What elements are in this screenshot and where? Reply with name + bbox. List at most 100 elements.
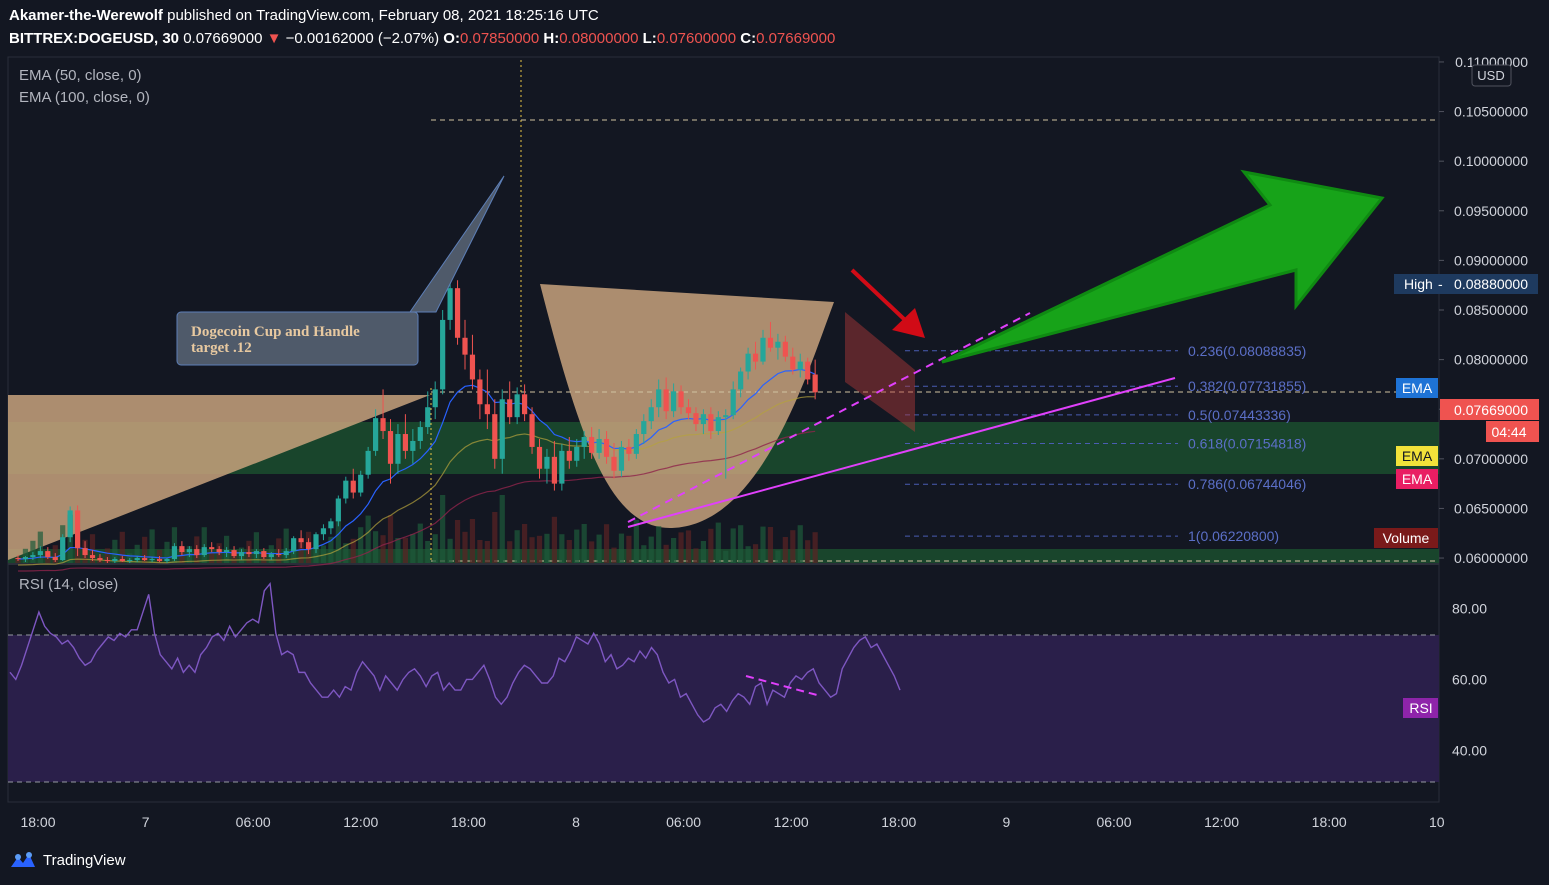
candle[interactable] bbox=[402, 414, 408, 459]
candle[interactable] bbox=[156, 556, 163, 563]
candlesticks[interactable] bbox=[15, 272, 818, 563]
candle[interactable] bbox=[112, 557, 118, 563]
candle[interactable] bbox=[730, 381, 736, 420]
candle[interactable] bbox=[179, 541, 185, 556]
candle[interactable] bbox=[373, 409, 379, 456]
candle[interactable] bbox=[171, 543, 178, 562]
candle[interactable] bbox=[291, 536, 297, 555]
candle[interactable] bbox=[589, 427, 595, 459]
price-axis[interactable]: 0.110000000.105000000.100000000.09500000… bbox=[1439, 54, 1528, 566]
candle[interactable] bbox=[492, 399, 498, 469]
candle[interactable] bbox=[298, 530, 304, 549]
candle[interactable] bbox=[462, 319, 468, 370]
cup-shape[interactable] bbox=[540, 284, 834, 529]
tradingview-logo[interactable]: TradingView bbox=[9, 851, 126, 869]
candle[interactable] bbox=[52, 553, 58, 563]
candle[interactable] bbox=[805, 357, 811, 385]
red-arrow-icon[interactable] bbox=[850, 268, 925, 338]
candle[interactable] bbox=[201, 544, 207, 558]
candle[interactable] bbox=[432, 381, 438, 420]
candle[interactable] bbox=[514, 387, 520, 425]
candle[interactable] bbox=[268, 552, 274, 561]
candle[interactable] bbox=[566, 436, 572, 469]
currency-button[interactable] bbox=[1471, 64, 1512, 87]
candle[interactable] bbox=[693, 407, 699, 432]
inner-trendline[interactable] bbox=[627, 312, 1031, 523]
candle[interactable] bbox=[15, 555, 21, 562]
candle[interactable] bbox=[663, 377, 669, 420]
candle[interactable] bbox=[224, 547, 230, 558]
candle[interactable] bbox=[656, 379, 662, 418]
candle[interactable] bbox=[305, 538, 312, 555]
green-arrow-icon[interactable] bbox=[941, 169, 1385, 364]
candle[interactable] bbox=[790, 347, 796, 375]
candle[interactable] bbox=[775, 333, 781, 360]
candle[interactable] bbox=[522, 384, 528, 422]
candle[interactable] bbox=[104, 557, 110, 563]
candle[interactable] bbox=[216, 546, 222, 556]
candle[interactable] bbox=[618, 440, 625, 477]
candle[interactable] bbox=[37, 546, 43, 559]
candle[interactable] bbox=[611, 442, 617, 479]
candle[interactable] bbox=[738, 367, 744, 398]
candle[interactable] bbox=[626, 438, 632, 461]
candle[interactable] bbox=[350, 468, 356, 499]
support-trendline[interactable] bbox=[627, 377, 1176, 528]
candle[interactable] bbox=[97, 554, 103, 563]
candle[interactable] bbox=[410, 429, 416, 464]
candle[interactable] bbox=[261, 548, 267, 560]
candle[interactable] bbox=[469, 334, 476, 390]
candle[interactable] bbox=[715, 411, 721, 436]
candle[interactable] bbox=[782, 335, 788, 362]
candle[interactable] bbox=[648, 399, 654, 430]
candle[interactable] bbox=[760, 329, 766, 365]
handle-channel[interactable] bbox=[845, 312, 915, 432]
candle[interactable] bbox=[678, 385, 684, 415]
candle[interactable] bbox=[343, 476, 349, 504]
candle[interactable] bbox=[328, 518, 334, 535]
candle[interactable] bbox=[335, 495, 341, 527]
candle[interactable] bbox=[134, 556, 140, 563]
candle[interactable] bbox=[633, 429, 639, 459]
candle[interactable] bbox=[82, 541, 88, 559]
candle[interactable] bbox=[529, 407, 535, 454]
candle[interactable] bbox=[75, 505, 81, 557]
candle[interactable] bbox=[89, 550, 96, 562]
candle[interactable] bbox=[358, 470, 364, 497]
candle[interactable] bbox=[752, 341, 759, 370]
candle[interactable] bbox=[45, 547, 51, 560]
candle[interactable] bbox=[149, 557, 155, 563]
candle[interactable] bbox=[700, 409, 706, 435]
candle[interactable] bbox=[320, 524, 327, 541]
candle[interactable] bbox=[708, 407, 714, 439]
candle[interactable] bbox=[745, 347, 751, 380]
candle[interactable] bbox=[641, 414, 647, 444]
candle[interactable] bbox=[313, 532, 319, 554]
candle[interactable] bbox=[194, 545, 200, 559]
candle[interactable] bbox=[723, 409, 729, 479]
candle[interactable] bbox=[559, 443, 565, 491]
candle[interactable] bbox=[30, 552, 36, 561]
candle[interactable] bbox=[671, 383, 677, 418]
candle[interactable] bbox=[574, 438, 580, 467]
symbol-name[interactable]: BITTREX:DOGEUSD, 30 bbox=[9, 30, 180, 47]
candle[interactable] bbox=[797, 353, 803, 378]
callout-box[interactable] bbox=[176, 311, 419, 366]
candle[interactable] bbox=[22, 556, 29, 563]
candle[interactable] bbox=[767, 321, 774, 352]
candle[interactable] bbox=[685, 399, 692, 420]
candle[interactable] bbox=[231, 546, 237, 559]
candle[interactable] bbox=[209, 542, 215, 553]
candle[interactable] bbox=[127, 558, 133, 563]
ema50-legend[interactable]: EMA (50, close, 0) bbox=[19, 67, 142, 84]
candle[interactable] bbox=[164, 558, 170, 563]
candle[interactable] bbox=[186, 546, 192, 558]
rsi-axis[interactable]: 80.00 60.00 40.00 bbox=[1452, 601, 1487, 759]
candle[interactable] bbox=[477, 369, 483, 420]
candle[interactable] bbox=[454, 280, 461, 345]
fib-retracement[interactable]: 0.236(0.08088835) 0.382(0.07731855) 0.5(0.… bbox=[905, 343, 1306, 544]
candle[interactable] bbox=[417, 421, 423, 449]
candle[interactable] bbox=[596, 429, 602, 459]
candle[interactable] bbox=[484, 369, 490, 430]
